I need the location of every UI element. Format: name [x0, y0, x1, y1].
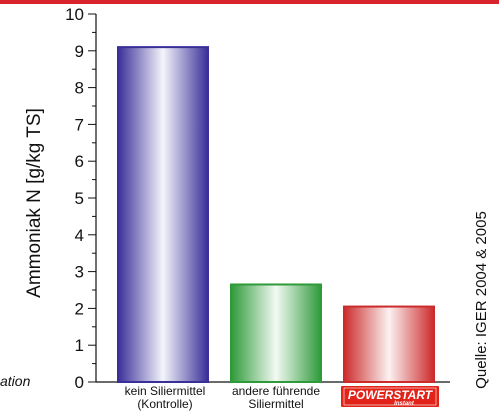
y-axis-ticks: 0 1 2 3 4 5 6 7 8 9 10	[65, 5, 96, 392]
y-tick-label: 8	[75, 79, 84, 98]
y-tick-label: 9	[75, 42, 84, 61]
y-tick-label: 6	[75, 152, 84, 171]
y-tick-label: 1	[75, 336, 84, 355]
bar-2	[343, 305, 435, 383]
top-accent-bar	[0, 0, 499, 4]
y-tick-label: 7	[75, 115, 84, 134]
category-label-1-line1: andere führende	[232, 384, 320, 398]
powerstart-logo: POWERSTART Instant	[341, 386, 439, 407]
source-note: Quelle: IGER 2004 & 2005	[473, 211, 490, 389]
category-label-0-line2: (Kontrolle)	[137, 397, 192, 411]
powerstart-logo-subtext: Instant	[394, 401, 415, 407]
y-tick-label: 4	[75, 226, 84, 245]
y-tick-label: 5	[75, 189, 84, 208]
y-tick-label: 10	[65, 5, 84, 24]
bars	[117, 46, 435, 384]
corner-text-fragment: ation	[0, 373, 31, 389]
y-axis-title: Ammoniak N [g/kg TS]	[24, 108, 45, 298]
y-tick-label: 3	[75, 263, 84, 282]
y-tick-label: 2	[75, 299, 84, 318]
category-label-0-line1: kein Siliermittel	[125, 384, 206, 398]
bar-1	[230, 283, 322, 384]
y-tick-label: 0	[75, 373, 84, 392]
category-label-1-line2: Siliermittel	[248, 397, 303, 411]
bar-0	[117, 46, 209, 384]
powerstart-logo-text: POWERSTART	[348, 388, 434, 402]
